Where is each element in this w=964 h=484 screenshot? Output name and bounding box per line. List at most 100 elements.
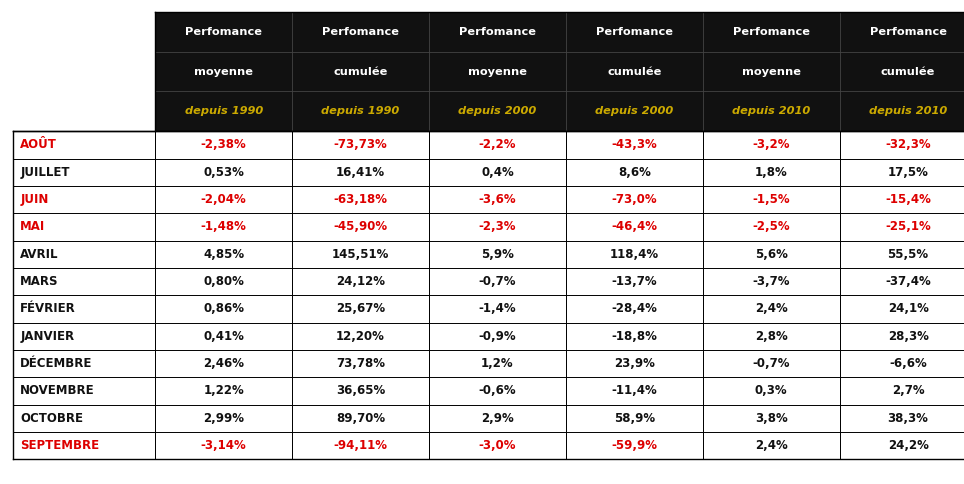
Text: MARS: MARS (20, 275, 59, 288)
Text: 5,9%: 5,9% (481, 248, 514, 261)
Text: 2,9%: 2,9% (481, 412, 514, 425)
Text: 58,9%: 58,9% (614, 412, 655, 425)
Text: -13,7%: -13,7% (611, 275, 657, 288)
Text: cumulée: cumulée (881, 67, 935, 76)
Text: 89,70%: 89,70% (336, 412, 385, 425)
Text: -1,48%: -1,48% (201, 220, 247, 233)
Text: 0,4%: 0,4% (481, 166, 514, 179)
Text: Perfomance: Perfomance (322, 27, 399, 37)
Text: -28,4%: -28,4% (611, 302, 657, 316)
Text: 0,80%: 0,80% (203, 275, 244, 288)
Text: JUIN: JUIN (20, 193, 48, 206)
Bar (13, 186, 964, 213)
Text: 2,7%: 2,7% (892, 384, 924, 397)
Bar (13, 213, 964, 241)
Text: FÉVRIER: FÉVRIER (20, 302, 76, 316)
Text: depuis 2000: depuis 2000 (595, 106, 674, 116)
Text: JUILLET: JUILLET (20, 166, 69, 179)
Text: -0,6%: -0,6% (478, 384, 517, 397)
Bar (13, 241, 964, 268)
Text: MAI: MAI (20, 220, 45, 233)
Text: 55,5%: 55,5% (888, 248, 928, 261)
Text: 3,8%: 3,8% (755, 412, 788, 425)
Text: 16,41%: 16,41% (336, 166, 385, 179)
Text: 0,86%: 0,86% (203, 302, 244, 316)
Text: 2,8%: 2,8% (755, 330, 788, 343)
Text: -73,0%: -73,0% (611, 193, 657, 206)
Text: 25,67%: 25,67% (336, 302, 385, 316)
Text: depuis 1990: depuis 1990 (184, 106, 263, 116)
Bar (155, 12, 964, 131)
Text: cumulée: cumulée (334, 67, 388, 76)
Text: JANVIER: JANVIER (20, 330, 74, 343)
Text: 17,5%: 17,5% (888, 166, 928, 179)
Text: -11,4%: -11,4% (611, 384, 657, 397)
Text: moyenne: moyenne (741, 67, 801, 76)
Text: -43,3%: -43,3% (611, 138, 657, 151)
Text: -45,90%: -45,90% (334, 220, 388, 233)
Text: 2,4%: 2,4% (755, 439, 788, 452)
Text: AVRIL: AVRIL (20, 248, 59, 261)
Text: -0,7%: -0,7% (753, 357, 790, 370)
Bar (13, 350, 964, 378)
Text: 12,20%: 12,20% (336, 330, 385, 343)
Text: 24,12%: 24,12% (336, 275, 385, 288)
Text: -2,3%: -2,3% (479, 220, 516, 233)
Text: Perfomance: Perfomance (185, 27, 262, 37)
Text: -3,2%: -3,2% (753, 138, 790, 151)
Text: Perfomance: Perfomance (459, 27, 536, 37)
Text: 2,4%: 2,4% (755, 302, 788, 316)
Text: -94,11%: -94,11% (334, 439, 388, 452)
Text: -1,5%: -1,5% (752, 193, 790, 206)
Text: -0,9%: -0,9% (478, 330, 517, 343)
Text: 38,3%: 38,3% (888, 412, 928, 425)
Text: 73,78%: 73,78% (336, 357, 385, 370)
Text: 28,3%: 28,3% (888, 330, 928, 343)
Text: -1,4%: -1,4% (478, 302, 517, 316)
Text: 24,1%: 24,1% (888, 302, 928, 316)
Bar (13, 159, 964, 186)
Text: Perfomance: Perfomance (870, 27, 947, 37)
Text: 1,8%: 1,8% (755, 166, 788, 179)
Text: -73,73%: -73,73% (334, 138, 388, 151)
Text: cumulée: cumulée (607, 67, 661, 76)
Text: 0,53%: 0,53% (203, 166, 244, 179)
Text: 1,2%: 1,2% (481, 357, 514, 370)
Text: 5,6%: 5,6% (755, 248, 788, 261)
Bar (13, 268, 964, 295)
Text: -3,6%: -3,6% (478, 193, 517, 206)
Text: Perfomance: Perfomance (733, 27, 810, 37)
Text: -46,4%: -46,4% (611, 220, 657, 233)
Text: 145,51%: 145,51% (332, 248, 389, 261)
Text: 2,99%: 2,99% (203, 412, 244, 425)
Text: -3,14%: -3,14% (201, 439, 247, 452)
Text: 36,65%: 36,65% (335, 384, 386, 397)
Text: SEPTEMBRE: SEPTEMBRE (20, 439, 99, 452)
Text: 8,6%: 8,6% (618, 166, 651, 179)
Text: 0,41%: 0,41% (203, 330, 244, 343)
Bar (13, 432, 964, 459)
Text: -15,4%: -15,4% (885, 193, 931, 206)
Text: NOVEMBRE: NOVEMBRE (20, 384, 94, 397)
Text: AOÛT: AOÛT (20, 138, 57, 151)
Text: 24,2%: 24,2% (888, 439, 928, 452)
Text: -0,7%: -0,7% (479, 275, 516, 288)
Text: -37,4%: -37,4% (885, 275, 931, 288)
Text: 1,22%: 1,22% (203, 384, 244, 397)
Text: moyenne: moyenne (468, 67, 527, 76)
Text: depuis 2010: depuis 2010 (732, 106, 811, 116)
Bar (13, 295, 964, 323)
Text: 2,46%: 2,46% (203, 357, 244, 370)
Bar (13, 378, 964, 405)
Text: -3,0%: -3,0% (479, 439, 516, 452)
Text: -3,7%: -3,7% (753, 275, 790, 288)
Text: -59,9%: -59,9% (611, 439, 657, 452)
Bar (13, 405, 964, 432)
Text: -63,18%: -63,18% (334, 193, 388, 206)
Text: depuis 2010: depuis 2010 (869, 106, 948, 116)
Text: Perfomance: Perfomance (596, 27, 673, 37)
Text: moyenne: moyenne (194, 67, 254, 76)
Bar (13, 323, 964, 350)
Text: 23,9%: 23,9% (614, 357, 655, 370)
Text: -2,38%: -2,38% (201, 138, 247, 151)
